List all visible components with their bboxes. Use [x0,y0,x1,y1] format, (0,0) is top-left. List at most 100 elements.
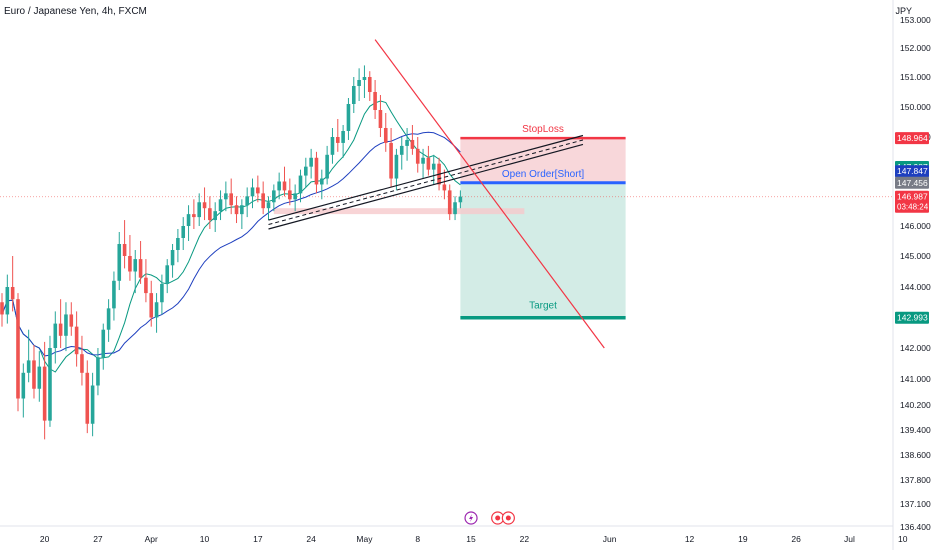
y-tick-label: 140.200 [900,400,931,410]
candle-body [117,244,122,281]
candle-body [229,193,233,206]
candle-body [192,214,196,218]
candle-body [325,154,329,179]
y-tick-label: 137.100 [900,499,931,509]
candle-body [383,128,388,143]
candle-body [314,157,319,185]
candle-body [320,178,324,185]
flag-dot [505,515,511,521]
currency-label: JPY [895,6,912,16]
x-tick-label: 10 [200,534,210,544]
target-label: Target [529,301,557,312]
candle-body [394,154,399,179]
y-tick-label: 141.000 [900,374,931,384]
candle-body [431,163,436,170]
y-tick-label: 150.000 [900,102,931,112]
candle-body [26,360,31,373]
y-tick-label: 146.000 [900,221,931,231]
x-tick-label: 8 [415,534,420,544]
candle-body [240,205,244,215]
candle-body [90,385,95,424]
candle-body [80,354,84,373]
price-badge-label: 142.993 [897,313,928,323]
price-badge [895,176,929,189]
y-tick-label: 137.800 [900,475,931,485]
candle-body [335,137,340,143]
candle-body [341,131,345,143]
y-tick-label: 153.000 [900,15,931,25]
price-badge-label: 146.987 [897,192,928,202]
x-tick-label: May [356,534,373,544]
price-badge [895,311,929,324]
support-zone [273,208,525,215]
y-tick-label: 142.000 [900,343,931,353]
x-tick-label: Jul [844,534,855,544]
candle-body [53,323,58,348]
stoploss-zone [460,138,626,183]
x-tick-label: 24 [306,534,316,544]
x-tick-label: 27 [93,534,103,544]
candle-body [21,372,26,399]
candle-body [160,283,164,303]
downtrend-line [374,39,605,349]
candle-body [447,190,452,215]
candle-body [42,366,47,421]
candle-body [399,145,404,155]
y-tick-label: 136.400 [900,522,931,532]
candle-body [32,360,36,389]
candle-body [186,214,191,226]
candle-body [426,157,431,170]
candle-body [16,299,20,399]
x-tick-label: 15 [466,534,476,544]
candle-body [165,265,170,284]
candle-body [74,326,79,355]
y-tick-label: 145.000 [900,251,931,261]
flag-dot [495,515,501,521]
candle-body [37,366,42,389]
candle-body [64,314,68,336]
candle-body [293,193,297,200]
price-badge [895,165,929,178]
candle-body [0,302,4,315]
y-tick-label: 138.600 [900,450,931,460]
x-tick-label: 10 [898,534,908,544]
candle-body [256,187,260,194]
candle-body [170,250,175,266]
price-badge-countdown: 03:48:24 [897,203,929,212]
price-badge [895,132,929,145]
candle-body [128,256,132,272]
candle-body [133,259,138,272]
price-badge-label: 148.964 [897,133,928,143]
x-tick-label: Apr [145,534,158,544]
candle-body [362,77,367,80]
candle-body [410,139,415,149]
candle-body [154,302,159,318]
candle-body [106,308,111,330]
x-tick-label: 20 [40,534,50,544]
candle-body [122,244,127,256]
x-tick-label: 26 [791,534,801,544]
candle-body [112,280,116,309]
candle-body [298,175,303,194]
stoploss-label: StopLoss [522,124,564,135]
candle-body [58,323,63,336]
candle-body [378,110,383,128]
entry-label: Open Order[Short] [502,169,584,180]
candle-body [96,357,100,386]
channel-mid-line [268,139,584,226]
symbol-title: Euro / Japanese Yen, 4h, FXCM [4,6,147,17]
candle-body [458,196,463,203]
candle-body [213,211,217,221]
candle-body [277,181,281,191]
y-tick-label: 151.000 [900,72,931,82]
y-tick-label: 139.400 [900,425,931,435]
candle-body [101,329,106,358]
candle-body [282,181,287,191]
candle-body [367,77,372,92]
channel-upper-line [268,134,584,221]
lightning-glyph [469,514,474,522]
candle-body [351,86,356,104]
price-badge-label: 147.847 [897,166,928,176]
